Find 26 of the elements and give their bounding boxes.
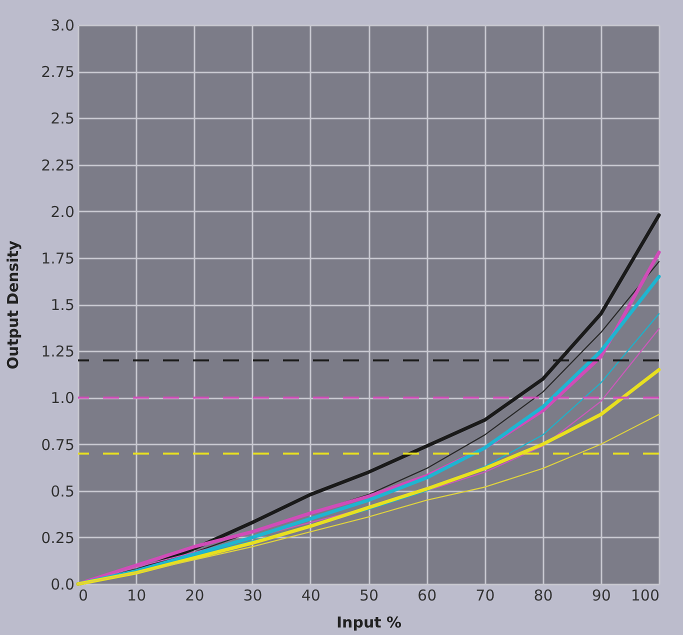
x-tick-label: 60: [418, 586, 437, 604]
y-tick-label: 2.5: [50, 110, 74, 128]
x-axis-title: Input %: [336, 614, 402, 632]
x-tick-label: 0: [78, 586, 88, 604]
x-tick-label: 100: [630, 586, 660, 604]
x-tick-label: 40: [301, 586, 320, 604]
y-tick-label: 1.5: [50, 296, 74, 314]
y-tick-label: 1.0: [50, 389, 74, 408]
x-tick-label: 30: [243, 586, 262, 604]
y-tick-label: 0.25: [41, 528, 74, 547]
y-tick-label: 0.5: [50, 482, 74, 500]
x-tick-label: 10: [127, 586, 146, 604]
y-tick-label: 2.0: [50, 202, 74, 221]
y-axis-title: Output Density: [4, 240, 22, 370]
x-tick-label: 50: [359, 586, 379, 604]
x-tick-label: 70: [476, 586, 495, 604]
y-tick-label: 0.75: [41, 436, 74, 454]
y-tick-label: 1.75: [41, 249, 74, 268]
y-tick-label: 3.0: [50, 16, 74, 34]
y-tick-label: 2.25: [41, 156, 74, 174]
y-tick-label: 1.25: [41, 342, 74, 361]
x-tick-label: 90: [592, 586, 611, 604]
x-tick-label: 20: [185, 586, 204, 604]
y-tick-label: 0.0: [50, 576, 74, 594]
y-tick-label: 2.75: [41, 63, 74, 82]
x-tick-label: 80: [534, 586, 553, 604]
